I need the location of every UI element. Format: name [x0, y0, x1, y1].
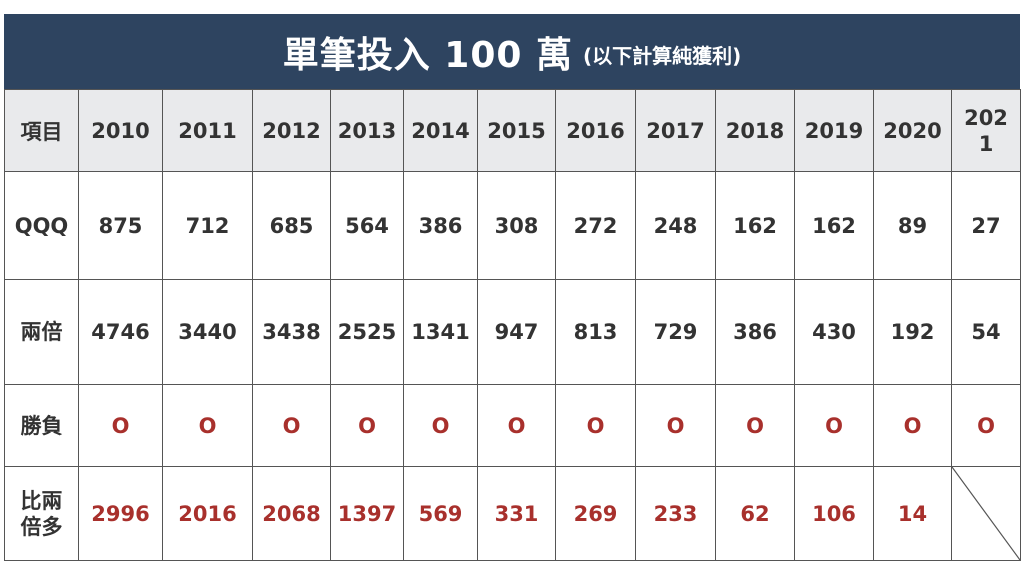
header-year: 2020 — [873, 89, 952, 172]
returns-table: 項目 2010 2011 2012 2013 2014 2015 2016 20… — [4, 89, 1021, 561]
page-title: 單筆投入 100 萬 — [282, 34, 573, 76]
table-header-row: 項目 2010 2011 2012 2013 2014 2015 2016 20… — [4, 89, 1021, 172]
header-year-2021: 202 1 — [951, 89, 1021, 172]
row-label: 勝負 — [4, 384, 79, 467]
win-mark: O — [555, 384, 636, 467]
table-row-double: 兩倍 4746 3440 3438 2525 1341 947 813 729 … — [4, 279, 1021, 385]
header-year: 2014 — [403, 89, 478, 172]
header-year-2021-line2: 1 — [978, 131, 994, 156]
table-cell: 272 — [555, 171, 636, 280]
table-cell: 14 — [873, 466, 952, 561]
row-label: 比兩 倍多 — [4, 466, 79, 561]
win-mark: O — [873, 384, 952, 467]
diagonal-line — [952, 467, 1020, 560]
table-cell: 386 — [403, 171, 478, 280]
table-row-qqq: QQQ 875 712 685 564 386 308 272 248 162 … — [4, 171, 1021, 280]
table-row-win: 勝負 O O O O O O O O O O O O — [4, 384, 1021, 467]
empty-diagonal-cell — [951, 466, 1021, 561]
table-row-compare: 比兩 倍多 2996 2016 2068 1397 569 331 269 23… — [4, 466, 1021, 561]
table-cell: 308 — [477, 171, 556, 280]
win-mark: O — [715, 384, 795, 467]
table-cell: 192 — [873, 279, 952, 385]
table-cell: 685 — [252, 171, 331, 280]
header-year: 2013 — [330, 89, 404, 172]
table-cell: 875 — [78, 171, 163, 280]
table-cell: 233 — [635, 466, 716, 561]
page-subtitle: (以下計算純獲利) — [582, 44, 742, 68]
win-mark: O — [78, 384, 163, 467]
win-mark: O — [477, 384, 556, 467]
row-label: 兩倍 — [4, 279, 79, 385]
header-year: 2018 — [715, 89, 795, 172]
table-cell: 4746 — [78, 279, 163, 385]
win-mark: O — [951, 384, 1021, 467]
table-cell: 2016 — [162, 466, 253, 561]
table-cell: 2996 — [78, 466, 163, 561]
table-cell: 712 — [162, 171, 253, 280]
row-label-line2: 倍多 — [20, 514, 63, 539]
header-year: 2011 — [162, 89, 253, 172]
table-cell: 27 — [951, 171, 1021, 280]
table-cell: 62 — [715, 466, 795, 561]
table-cell: 2525 — [330, 279, 404, 385]
table-cell: 269 — [555, 466, 636, 561]
table-cell: 2068 — [252, 466, 331, 561]
table-cell: 564 — [330, 171, 404, 280]
row-label-line1: 比兩 — [20, 488, 63, 513]
header-year: 2015 — [477, 89, 556, 172]
result-table-card: 單筆投入 100 萬 (以下計算純獲利) 項目 2010 2011 2012 2… — [4, 14, 1021, 565]
table-cell: 947 — [477, 279, 556, 385]
table-cell: 331 — [477, 466, 556, 561]
header-item: 項目 — [4, 89, 79, 172]
win-mark: O — [252, 384, 331, 467]
table-cell: 386 — [715, 279, 795, 385]
win-mark: O — [403, 384, 478, 467]
table-cell: 729 — [635, 279, 716, 385]
header-year: 2010 — [78, 89, 163, 172]
table-cell: 430 — [794, 279, 874, 385]
table-cell: 3438 — [252, 279, 331, 385]
header-year: 2019 — [794, 89, 874, 172]
win-mark: O — [635, 384, 716, 467]
header-year: 2017 — [635, 89, 716, 172]
table-cell: 162 — [715, 171, 795, 280]
win-mark: O — [794, 384, 874, 467]
table-cell: 248 — [635, 171, 716, 280]
row-label: QQQ — [4, 171, 79, 280]
table-cell: 569 — [403, 466, 478, 561]
win-mark: O — [330, 384, 404, 467]
header-year-2021-line1: 202 — [964, 105, 1008, 130]
win-mark: O — [162, 384, 253, 467]
title-banner: 單筆投入 100 萬 (以下計算純獲利) — [4, 14, 1020, 89]
header-year: 2012 — [252, 89, 331, 172]
table-cell: 1397 — [330, 466, 404, 561]
table-cell: 106 — [794, 466, 874, 561]
table-cell: 1341 — [403, 279, 478, 385]
header-year: 2016 — [555, 89, 636, 172]
table-cell: 3440 — [162, 279, 253, 385]
table-cell: 54 — [951, 279, 1021, 385]
table-cell: 89 — [873, 171, 952, 280]
table-cell: 162 — [794, 171, 874, 280]
table-cell: 813 — [555, 279, 636, 385]
